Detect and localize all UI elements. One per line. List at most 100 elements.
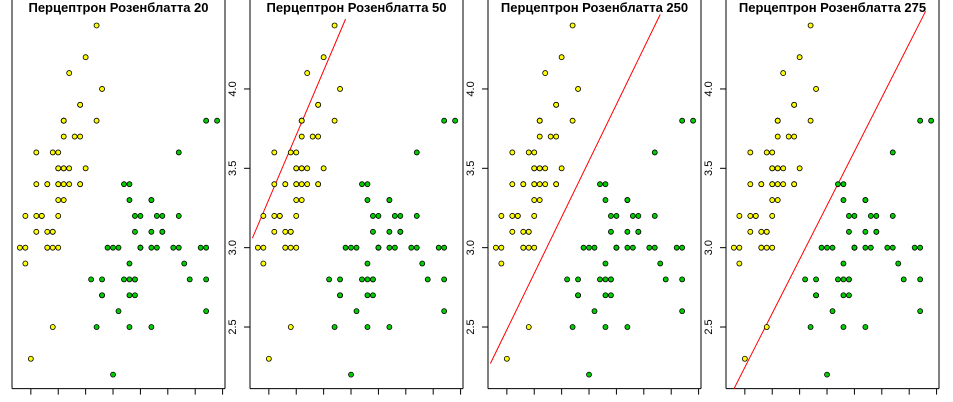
point	[60, 197, 67, 203]
separating-line	[489, 14, 661, 364]
point	[884, 244, 891, 251]
point	[569, 324, 576, 330]
point	[99, 86, 105, 92]
point	[82, 165, 89, 172]
point	[558, 165, 565, 172]
point	[769, 181, 776, 188]
point	[769, 244, 776, 251]
point	[386, 244, 393, 251]
point	[862, 197, 869, 203]
point	[132, 228, 138, 235]
point	[148, 244, 155, 251]
point	[736, 244, 743, 251]
point	[531, 197, 538, 203]
point	[55, 165, 62, 172]
point	[337, 276, 343, 283]
point	[509, 149, 516, 156]
point	[115, 308, 122, 315]
point	[536, 133, 543, 140]
point	[651, 149, 658, 156]
point	[364, 324, 371, 330]
point	[342, 244, 349, 251]
point	[413, 244, 420, 251]
point	[769, 149, 776, 156]
point	[569, 117, 576, 124]
point	[769, 197, 776, 203]
point	[564, 276, 571, 283]
point	[364, 276, 371, 283]
point	[49, 244, 56, 251]
point	[602, 260, 609, 267]
point	[862, 244, 869, 251]
point	[824, 371, 830, 378]
point	[271, 181, 278, 188]
point	[525, 324, 532, 330]
point	[673, 244, 680, 251]
point	[635, 228, 642, 235]
point	[791, 101, 798, 108]
point	[758, 244, 765, 251]
point	[271, 228, 278, 235]
point	[126, 260, 133, 267]
point	[840, 292, 847, 299]
point	[419, 260, 426, 267]
point	[121, 181, 127, 188]
point	[873, 213, 880, 219]
point	[536, 165, 543, 172]
point	[148, 228, 155, 235]
point	[66, 165, 73, 172]
chart-title: Перцептрон Розенблатта 250	[501, 0, 688, 15]
point	[774, 197, 781, 203]
point	[49, 149, 56, 156]
point	[629, 213, 636, 219]
point	[203, 308, 210, 315]
point	[93, 117, 100, 124]
point	[624, 228, 631, 235]
point	[331, 22, 338, 29]
point	[503, 355, 510, 362]
point	[608, 228, 614, 235]
point	[613, 244, 620, 251]
point	[813, 276, 819, 283]
point	[315, 181, 322, 188]
point	[435, 244, 442, 251]
point	[807, 117, 814, 124]
point	[509, 181, 516, 188]
point	[282, 244, 289, 251]
point	[148, 324, 155, 330]
point	[441, 276, 448, 283]
point	[763, 324, 770, 330]
y-tick-label: 3.5	[465, 161, 477, 176]
point	[265, 355, 272, 362]
y-tick-label: 3.5	[227, 161, 239, 176]
point	[348, 244, 354, 251]
point	[175, 213, 182, 219]
point	[271, 213, 278, 219]
point	[835, 181, 841, 188]
point	[126, 292, 133, 299]
point	[900, 276, 907, 283]
point	[115, 244, 122, 251]
point	[580, 244, 587, 251]
point	[287, 228, 294, 235]
point	[586, 371, 592, 378]
point	[386, 324, 393, 330]
point	[66, 70, 73, 76]
point	[862, 228, 869, 235]
point	[829, 244, 836, 251]
point	[175, 149, 182, 156]
point	[736, 213, 743, 219]
point	[536, 181, 543, 188]
point	[586, 244, 592, 251]
point	[509, 228, 516, 235]
point	[840, 181, 847, 188]
point	[498, 213, 505, 219]
y-tick-label: 3.5	[703, 161, 715, 176]
point	[320, 54, 327, 61]
point	[662, 276, 669, 283]
point	[752, 213, 759, 219]
point	[763, 244, 770, 251]
point	[397, 213, 404, 219]
point	[159, 228, 166, 235]
point	[71, 133, 78, 140]
